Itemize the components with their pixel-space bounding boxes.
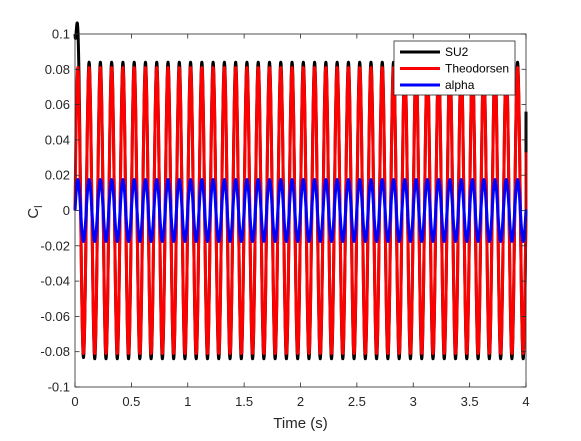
y-tick-label: 0: [63, 203, 70, 218]
y-axis-ticks: -0.1 -0.08 -0.06 -0.04 -0.02 0 0.02 0.04 0.06 0.0…: [40, 27, 526, 395]
legend-label-alpha: alpha: [445, 78, 475, 92]
y-tick-label: -0.1: [48, 380, 70, 395]
x-tick-label: 3: [410, 394, 417, 409]
y-axis-label-subscript: l: [33, 205, 45, 207]
x-tick-label: 2.5: [348, 394, 366, 409]
y-tick-label: 0.08: [45, 62, 70, 77]
x-tick-label: 1: [184, 394, 191, 409]
x-tick-label: 0: [71, 394, 78, 409]
x-tick-label: 0.5: [122, 394, 140, 409]
legend-label-theodorsen: Theodorsen: [445, 62, 509, 76]
legend-label-su2: SU2: [445, 45, 469, 59]
y-tick-label: -0.04: [40, 274, 70, 289]
x-tick-label: 3.5: [461, 394, 479, 409]
y-axis-label-main: C: [25, 208, 42, 219]
x-axis-ticks: 0 0.5 1 1.5 2 2.5 3 3.5 4: [71, 34, 530, 409]
y-axis-label: Cl: [25, 205, 45, 218]
legend: SU2 Theodorsen alpha: [393, 40, 516, 96]
y-tick-label: -0.02: [40, 238, 70, 253]
legend-items: SU2 Theodorsen alpha: [400, 45, 509, 92]
y-tick-label: 0.06: [45, 97, 70, 112]
x-tick-label: 4: [522, 394, 529, 409]
y-tick-label: -0.08: [40, 344, 70, 359]
y-tick-label: 0.04: [45, 132, 70, 147]
series-line-alpha: [73, 178, 528, 243]
y-tick-label: -0.06: [40, 309, 70, 324]
x-tick-label: 1.5: [235, 394, 253, 409]
y-tick-label: 0.02: [45, 168, 70, 183]
y-tick-label: 0.1: [52, 27, 70, 42]
x-tick-label: 2: [297, 394, 304, 409]
x-axis-label: Time (s): [273, 415, 327, 432]
